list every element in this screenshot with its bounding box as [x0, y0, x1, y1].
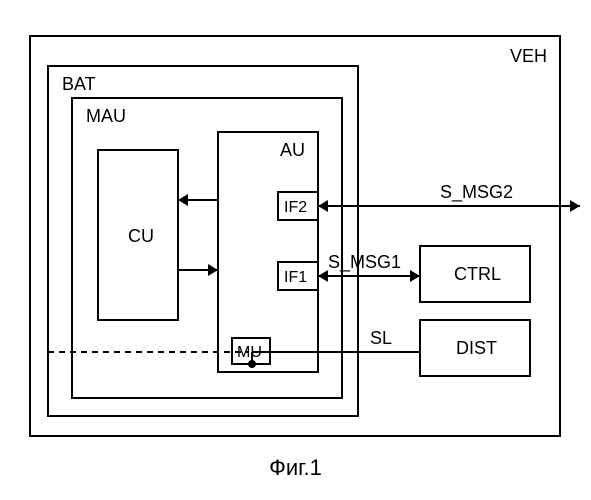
arrow-head [318, 270, 328, 282]
if1-label: IF1 [284, 269, 307, 286]
mau-label: MAU [86, 106, 126, 126]
figure-caption: Фиг.1 [269, 455, 322, 480]
ctrl-label: CTRL [454, 264, 501, 284]
arrow-head [318, 200, 328, 212]
cu-label: CU [128, 226, 154, 246]
diagram-canvas: VEHBATMAUCUAUIF2IF1MUCTRLDISTS_MSG2S_MSG… [0, 0, 591, 500]
edge-if2-out-label: S_MSG2 [440, 182, 513, 203]
arrow-head [208, 264, 218, 276]
arrow-head [178, 194, 188, 206]
edge-sl-solid-label: SL [370, 328, 392, 348]
edge-if1-ctrl-label: S_MSG1 [328, 252, 401, 273]
arrow-head [410, 270, 420, 282]
dist-label: DIST [456, 338, 497, 358]
bat-label: BAT [62, 74, 96, 94]
au-label: AU [280, 140, 305, 160]
if2-label: IF2 [284, 199, 307, 216]
arrow-head [570, 200, 580, 212]
au-box [218, 132, 318, 372]
veh-label: VEH [510, 46, 547, 66]
